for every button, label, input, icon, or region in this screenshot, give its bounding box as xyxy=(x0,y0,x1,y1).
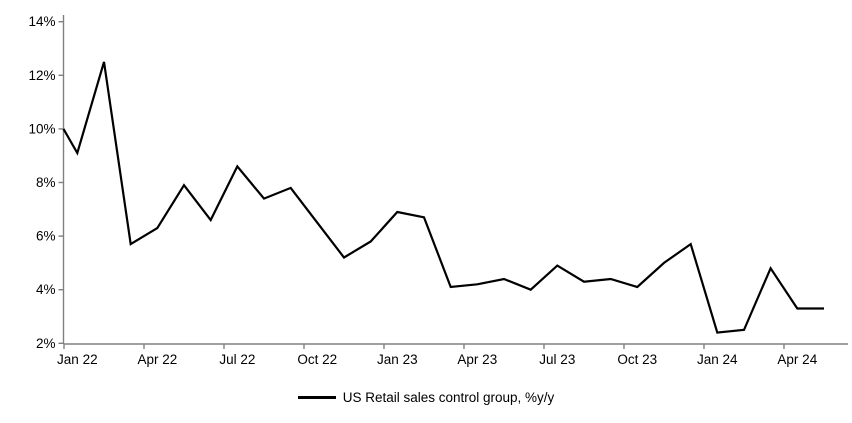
x-tick-label: Apr 22 xyxy=(137,352,177,367)
x-tick-label: Jul 22 xyxy=(219,352,255,367)
x-tick-label: Jan 22 xyxy=(57,352,98,367)
x-tick-label: Jan 23 xyxy=(377,352,418,367)
x-tick-label: Jul 23 xyxy=(539,352,575,367)
y-tick-label: 8% xyxy=(36,175,56,190)
y-tick-label: 10% xyxy=(28,121,55,136)
legend-label: US Retail sales control group, %y/y xyxy=(342,390,555,405)
x-tick-label: Apr 24 xyxy=(777,352,817,367)
y-tick-label: 4% xyxy=(36,282,56,297)
legend-line-swatch xyxy=(297,396,336,399)
legend: US Retail sales control group, %y/y xyxy=(0,390,852,405)
y-tick-label: 14% xyxy=(28,14,55,29)
x-tick-label: Apr 23 xyxy=(457,352,497,367)
x-tick-label: Oct 23 xyxy=(617,352,657,367)
y-tick-label: 2% xyxy=(36,336,56,351)
x-tick-label: Oct 22 xyxy=(297,352,337,367)
y-tick-label: 12% xyxy=(28,68,55,83)
series-line-us-retail-sales-control-group xyxy=(62,61,824,334)
x-tick-label: Jan 24 xyxy=(697,352,738,367)
y-tick-label: 6% xyxy=(36,229,56,244)
